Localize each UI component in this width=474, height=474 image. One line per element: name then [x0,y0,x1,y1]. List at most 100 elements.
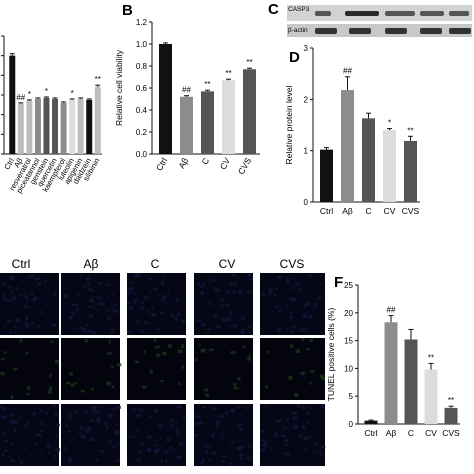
micrograph-speck [78,326,82,330]
significance-marker: * [45,87,48,96]
micrograph-column-header: CVS [280,257,305,271]
micrograph-speck [2,297,7,301]
micrograph-speck [299,328,303,332]
micrograph-speck [140,450,143,455]
micrograph-speck [159,437,162,441]
micrograph-speck [91,405,94,409]
micrograph-speck [198,421,204,425]
micrograph-speck [86,323,90,327]
micrograph-speck [236,405,240,409]
x-category-label: C [408,428,414,438]
bar-cvs [404,140,417,202]
micrograph-speck [154,338,157,343]
micrograph-speck [209,348,214,352]
micrograph-speck [45,411,49,415]
y-tick-label: 0.2 [136,128,148,137]
micrograph-speck [202,405,206,409]
micrograph-speck [231,273,235,277]
micrograph-speck [173,449,176,453]
micrograph-speck [10,414,15,417]
bar-c [404,339,418,424]
micrograph-speck [194,433,198,437]
beta-actin-band [449,28,471,34]
micrograph-speck [140,328,144,333]
micrograph-speck [36,277,41,280]
micrograph-speck [138,408,143,412]
micrograph-speck [3,439,9,443]
micrograph-speck [127,330,132,334]
micrograph-speck [110,328,114,333]
micrograph-speck [233,386,239,390]
micrograph-speck [261,293,266,296]
micrograph-speck [132,408,137,411]
micrograph-speck [243,345,246,349]
micrograph-speck [155,449,159,452]
micrograph-speck [267,350,270,354]
y-tick-label: 1 [304,147,309,156]
micrograph-speck [76,293,80,297]
y-tick-label: 0.4 [136,106,148,115]
micrograph-speck [248,325,251,329]
micrograph-speck [286,327,290,330]
micrograph-speck [108,439,112,443]
micrograph-speck [304,447,308,451]
x-category-label: CV [425,428,437,438]
micrograph-speck [13,325,17,328]
micrograph-tile [127,338,186,400]
micrograph-speck [213,314,218,319]
micrograph-speck [239,452,244,457]
micrograph-speck [141,300,144,304]
micrograph-speck [91,331,96,336]
micrograph-speck [9,275,15,280]
micrograph-speck [37,433,41,437]
micrograph-speck [140,442,144,447]
micrograph-tile [0,404,61,466]
chart-panel-b: B 0.0 0.2 0.4 0.6 0.8 1.0 1.2 Relative cell viab… [114,2,260,176]
micrograph-speck [88,287,92,291]
micrograph-speck [3,415,6,419]
micrograph-speck [92,306,95,310]
micrograph-speck [130,288,134,292]
micrograph-speck [132,302,137,305]
micrograph-speck [114,430,120,433]
micrograph-speck [71,311,74,316]
micrograph-speck [88,426,92,431]
bar-a- [17,103,24,154]
y-axis-title: TUNEL positive cells (%) [326,307,336,401]
bar-quercetin [52,98,59,154]
significance-marker: ** [428,353,434,362]
micrograph-speck [6,299,12,302]
panel-letter-c: C [268,1,279,18]
micrograph-speck [107,316,111,320]
micrograph-speck [204,442,208,446]
micrograph-speck [240,317,245,321]
micrograph-speck [161,278,164,282]
micrograph-speck [69,416,73,419]
micrograph-speck [83,286,87,289]
micrograph-speck [205,445,209,448]
micrograph-speck [67,458,73,463]
micrograph-speck [98,302,103,306]
micrograph-speck [314,442,319,446]
micrograph-speck [23,305,28,309]
micrograph-speck [297,404,300,408]
micrograph-speck [70,383,75,387]
micrograph-speck [170,446,173,449]
micrograph-speck [317,296,322,300]
micrograph-speck [215,424,219,428]
blot-row-casp3 [287,5,472,21]
micrograph-column-header: Aβ [84,257,99,271]
micrograph-speck [170,313,174,318]
micrograph-speck [3,293,7,297]
micrograph-tile [260,404,326,466]
micrograph-speck [311,308,314,312]
micrograph-speck [106,309,111,312]
micrograph-speck [177,382,181,385]
x-category-label: CV [384,206,396,216]
micrograph-speck [25,324,30,328]
x-category-label: CVS [402,206,420,216]
micrograph-speck [318,450,323,453]
micrograph-speck [26,386,31,391]
micrograph-speck [286,438,290,442]
bar-ctrl [320,149,333,202]
